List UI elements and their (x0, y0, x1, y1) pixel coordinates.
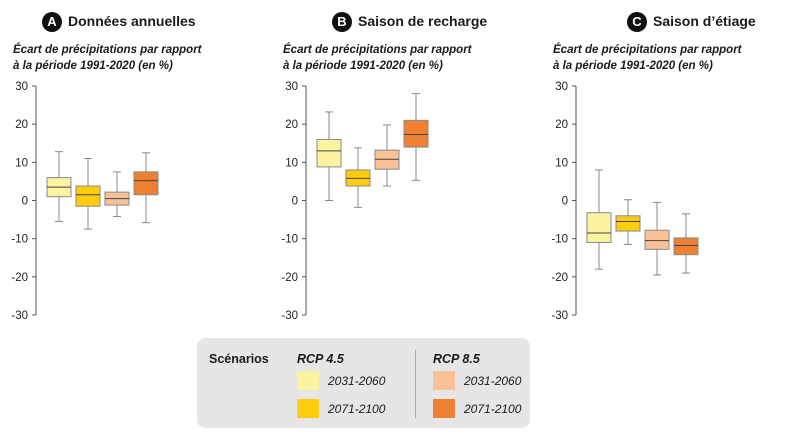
y-tick-label: -10 (551, 234, 568, 246)
y-tick-label: -20 (281, 272, 298, 284)
boxplot-chart: 30 20 10 0 -10 -20 -30 (11, 81, 159, 322)
legend-item-label: 2071-2100 (464, 402, 522, 416)
y-tick-label: -30 (11, 310, 28, 322)
y-tick-label: 30 (15, 81, 28, 93)
y-tick-label: 20 (15, 119, 28, 131)
box-group (316, 111, 342, 201)
y-tick-label: 10 (285, 157, 298, 169)
box-group (586, 169, 612, 270)
box-group (374, 124, 400, 187)
y-tick-label: 10 (555, 157, 568, 169)
box-group (615, 199, 641, 245)
box-group (133, 152, 159, 224)
boxplot-chart: 30 20 10 0 -10 -20 -30 (551, 81, 699, 322)
y-tick-label: 20 (555, 119, 568, 131)
y-tick-label: 0 (22, 196, 28, 208)
legend-separator (415, 350, 416, 418)
panel-badge: A (42, 12, 62, 32)
y-axis-label-line-1: Écart de précipitations par rapport (13, 44, 202, 56)
y-axis-label-line-2: à la période 1991-2020 (en %) (553, 60, 713, 72)
panel-title: Saison d’étiage (653, 13, 756, 29)
panel-title: Données annuelles (68, 13, 196, 29)
y-tick-label: 0 (292, 196, 298, 208)
box-iqr (644, 229, 670, 250)
y-axis-label: Écart de précipitations par rapport à la… (13, 42, 202, 74)
y-axis-label-line-1: Écart de précipitations par rapport (283, 44, 472, 56)
y-tick-label: 20 (285, 119, 298, 131)
panel-badge: C (627, 12, 647, 32)
legend: Scénarios RCP 4.5 2031-2060 2071-2100 RC… (197, 338, 530, 428)
box-group (75, 158, 101, 230)
y-axis-label: Écart de précipitations par rapport à la… (553, 42, 742, 74)
legend-swatch (297, 399, 319, 418)
y-tick-label: 30 (555, 81, 568, 93)
panel-title: Saison de recharge (358, 13, 488, 29)
y-tick-label: -10 (281, 234, 298, 246)
legend-item-label: 2031-2060 (328, 374, 386, 388)
box-group (673, 213, 699, 274)
y-tick-label: -30 (551, 310, 568, 322)
y-tick-label: 30 (285, 81, 298, 93)
box-group (345, 147, 371, 208)
y-tick-label: 0 (562, 196, 568, 208)
box-iqr (615, 215, 641, 232)
box-iqr (316, 138, 342, 168)
y-tick-label: 10 (15, 157, 28, 169)
y-tick-label: -20 (551, 272, 568, 284)
y-axis-label-line-1: Écart de précipitations par rapport (553, 44, 742, 56)
panel-badge: B (332, 12, 352, 32)
box-iqr (75, 185, 101, 207)
panel-annual: A Données annuelles Écart de précipitati… (0, 0, 262, 330)
legend-title: Scénarios (209, 352, 269, 366)
box-group (104, 171, 130, 218)
box-iqr (673, 237, 699, 256)
box-group (644, 201, 670, 276)
legend-item-label: 2071-2100 (328, 402, 386, 416)
y-axis-label-line-2: à la période 1991-2020 (en %) (13, 60, 173, 72)
y-tick-label: -30 (281, 310, 298, 322)
panel-low-water-season: C Saison d’étiage Écart de précipitation… (540, 0, 800, 330)
legend-swatch (433, 399, 455, 418)
box-iqr (133, 171, 159, 196)
y-axis-label: Écart de précipitations par rapport à la… (283, 42, 472, 74)
box-iqr (586, 212, 612, 243)
legend-group-rcp45: RCP 4.5 (297, 352, 344, 366)
legend-swatch (297, 371, 319, 390)
legend-item-label: 2031-2060 (464, 374, 522, 388)
y-tick-label: -20 (11, 272, 28, 284)
box-iqr (403, 119, 429, 148)
box-group (403, 93, 429, 181)
y-axis-label-line-2: à la période 1991-2020 (en %) (283, 60, 443, 72)
box-group (46, 151, 72, 222)
panel-recharge-season: B Saison de recharge Écart de précipitat… (270, 0, 532, 330)
boxplot-chart: 30 20 10 0 -10 -20 -30 (281, 81, 429, 322)
legend-swatch (433, 371, 455, 390)
y-tick-label: -10 (11, 234, 28, 246)
legend-group-rcp85: RCP 8.5 (433, 352, 480, 366)
